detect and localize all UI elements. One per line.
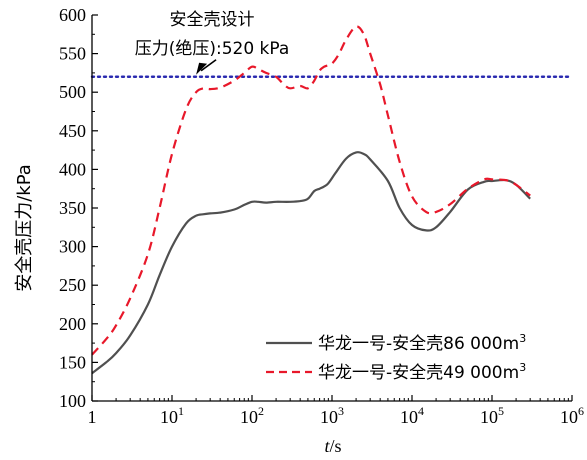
y-tick-label-450: 450 bbox=[59, 121, 86, 141]
y-tick-label-150: 150 bbox=[59, 352, 86, 372]
legend-label-series-1: 华龙一号-安全壳86 000m3 bbox=[318, 332, 526, 354]
x-tick-label-10000: 104 bbox=[400, 404, 424, 427]
x-tick-label-1: 1 bbox=[88, 407, 97, 427]
y-tick-label-200: 200 bbox=[59, 314, 86, 334]
y-tick-label-400: 400 bbox=[59, 159, 86, 179]
x-axis-label: t/s bbox=[324, 436, 341, 456]
annotation-line-1: 安全壳设计 bbox=[170, 10, 255, 30]
series-line-1 bbox=[91, 151, 531, 375]
y-tick-label-600: 600 bbox=[59, 5, 86, 25]
y-tick-label-500: 500 bbox=[59, 82, 86, 102]
series-layer bbox=[91, 25, 531, 375]
annotation-line-2: 压力(绝压):520 kPa bbox=[135, 39, 290, 59]
y-tick-label-550: 550 bbox=[59, 44, 86, 64]
y-axis-label: 安全壳压力/kPa bbox=[14, 164, 35, 292]
x-tick-label-100000: 105 bbox=[480, 404, 504, 427]
y-tick-label-250: 250 bbox=[59, 275, 86, 295]
tick-layer: 100 150 200 250 300 350 400 450 500 550 600 1 101 102… bbox=[59, 5, 584, 427]
annotation-arrow-head bbox=[196, 62, 208, 75]
y-tick-label-350: 350 bbox=[59, 198, 86, 218]
y-tick-label-100: 100 bbox=[59, 391, 86, 411]
series-line-2 bbox=[91, 25, 531, 356]
legend: 华龙一号-安全壳86 000m3 华龙一号-安全壳49 000m3 bbox=[266, 332, 526, 383]
x-tick-label-1000: 103 bbox=[320, 404, 344, 427]
x-tick-label-100: 102 bbox=[240, 404, 264, 427]
annotation-arrow bbox=[196, 59, 217, 75]
y-tick-label-300: 300 bbox=[59, 237, 86, 257]
x-tick-label-10: 101 bbox=[160, 404, 184, 427]
x-tick-label-1000000: 106 bbox=[560, 404, 584, 427]
legend-label-series-2: 华龙一号-安全壳49 000m3 bbox=[318, 361, 526, 383]
annotation-arrow-shaft bbox=[200, 59, 217, 72]
